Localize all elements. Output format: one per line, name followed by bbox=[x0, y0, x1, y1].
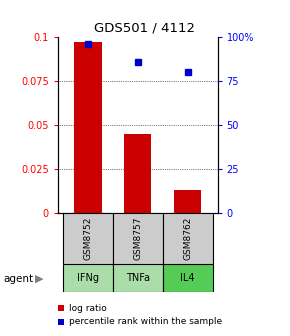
Bar bbox=[174, 191, 201, 213]
Bar bbox=[63, 213, 113, 264]
Bar bbox=[74, 42, 101, 213]
Text: GDS501 / 4112: GDS501 / 4112 bbox=[95, 22, 195, 35]
Bar bbox=[113, 213, 163, 264]
Text: GSM8752: GSM8752 bbox=[84, 217, 93, 260]
Text: ▶: ▶ bbox=[35, 274, 44, 284]
Bar bbox=[63, 264, 113, 292]
Text: IFNg: IFNg bbox=[77, 273, 99, 283]
Text: TNFa: TNFa bbox=[126, 273, 150, 283]
Text: agent: agent bbox=[3, 274, 33, 284]
Bar bbox=[163, 213, 213, 264]
Text: IL4: IL4 bbox=[180, 273, 195, 283]
Bar bbox=[124, 134, 151, 213]
Text: GSM8757: GSM8757 bbox=[133, 217, 142, 260]
Bar bbox=[113, 264, 163, 292]
Text: log ratio: log ratio bbox=[69, 304, 106, 313]
Text: percentile rank within the sample: percentile rank within the sample bbox=[69, 318, 222, 326]
Text: GSM8762: GSM8762 bbox=[183, 217, 192, 260]
Bar bbox=[163, 264, 213, 292]
